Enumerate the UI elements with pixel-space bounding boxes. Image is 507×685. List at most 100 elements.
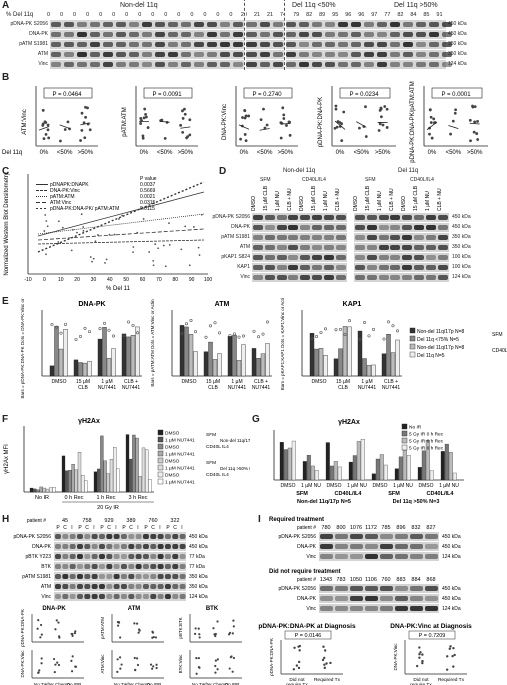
pct-value: 21 (253, 12, 261, 18)
d-blot-band (402, 235, 413, 240)
f-legend-swatch (157, 457, 164, 464)
g-bar (329, 465, 334, 481)
c-legend-p: 0.0115 (140, 206, 155, 212)
h-plot-title: ATM (128, 606, 141, 612)
h-point (54, 663, 57, 666)
b-p-box (143, 87, 193, 99)
pct-del-header: % Del 11q (6, 12, 34, 18)
h-kda: 450 kDa (189, 544, 208, 550)
e-bar (314, 348, 319, 377)
blot-band (285, 62, 296, 67)
blot-band (168, 52, 179, 57)
i-plot-title: pDNA-PK:DNA-PK at Diagnosis (258, 623, 356, 630)
g-xcat: 1 µM NU (347, 483, 367, 489)
g-legend-swatch (401, 430, 408, 437)
h-kda: 77 kDa (189, 564, 205, 570)
blot-band (220, 52, 231, 57)
f-legend-label: DMSO (165, 445, 180, 451)
f-bar (61, 455, 66, 493)
b-point (468, 118, 472, 122)
h-lane-code: P (56, 525, 60, 531)
e-bar (82, 362, 88, 377)
h-point (133, 656, 136, 660)
e-dot (323, 327, 327, 331)
g-bar (444, 443, 449, 481)
c-xtick: 30 (91, 277, 97, 283)
blot-band (103, 62, 114, 67)
d-blot-band (402, 265, 413, 270)
i-patient-label: patient # (297, 525, 316, 531)
blot-band (129, 22, 140, 27)
h-point (133, 669, 137, 672)
h-blot-strip (54, 532, 186, 541)
f-legend-swatch (157, 443, 164, 450)
h-blot-band (179, 594, 186, 599)
b-point (342, 110, 346, 114)
blot-band (389, 32, 400, 37)
i-point (321, 658, 325, 662)
c-xtick: 0 (43, 277, 46, 283)
blot-band (90, 52, 101, 57)
h-point (71, 634, 74, 637)
g-cond: SFM (388, 491, 400, 497)
blot-band (220, 32, 231, 37)
blot-band (194, 32, 205, 37)
h-blot-band (106, 594, 113, 599)
d-cond-cd40-right: CD40L/IL4 (410, 177, 434, 183)
h-blot-band (135, 554, 142, 559)
blot-band (272, 42, 283, 47)
e-xcat: CLB + (124, 379, 138, 385)
e-dot (63, 322, 67, 326)
blot-strip (50, 20, 452, 29)
blot-band (311, 32, 322, 37)
i-point (297, 666, 301, 670)
blot-band (272, 52, 283, 57)
b-point (473, 120, 477, 124)
b-point (364, 135, 368, 138)
i-blot-band (335, 606, 348, 611)
blot-band (246, 52, 257, 57)
e-legend-label: Del 11q <75% N=5 (417, 337, 459, 343)
blot-band (155, 42, 166, 47)
blot-band (194, 52, 205, 57)
h-blot-band (62, 544, 69, 549)
h-blot-band (164, 594, 171, 599)
i-blot-band (335, 534, 348, 539)
i-point (451, 654, 454, 658)
d-blot-band (355, 215, 365, 220)
i-point (453, 653, 456, 657)
e-bar (347, 326, 352, 377)
b-mean-line (334, 120, 346, 130)
h-point (119, 636, 122, 639)
e-dot (112, 334, 116, 338)
b-point (364, 105, 367, 109)
blot-strip (50, 60, 452, 69)
pct-value: 21 (267, 12, 274, 18)
d-blot-band (335, 225, 346, 230)
i-patient: 783 (336, 577, 345, 583)
h-blot-strip (54, 552, 186, 561)
d-lane-label: CLB + NU (437, 188, 443, 211)
d-blot-strip (252, 223, 347, 232)
d-blot-right (354, 213, 449, 283)
i-pvalue: P = 0.7209 (419, 633, 446, 639)
f-bar (135, 437, 139, 493)
d-blot-band (264, 255, 275, 260)
h-plot-title: DNA-PK (42, 606, 66, 612)
blot-band (51, 52, 62, 57)
e-dot (180, 332, 184, 336)
panel-e-letter: E (2, 296, 9, 307)
e-xcat: NU7441 (252, 385, 271, 391)
h-point (116, 658, 119, 661)
g-group: Del 11q >50% N=3 (393, 499, 440, 505)
i-point (298, 649, 301, 652)
f-legend-swatch (157, 429, 164, 436)
d-blot-band (425, 265, 436, 270)
e-bar (390, 352, 396, 377)
e-dot (189, 318, 193, 322)
b-xcat: <50% (157, 150, 173, 156)
d-blot-band (335, 275, 346, 280)
d-blot-band (366, 255, 377, 260)
row-label: pDNA-PK S2056 (10, 21, 48, 27)
e-xcat: CLB (208, 385, 218, 391)
